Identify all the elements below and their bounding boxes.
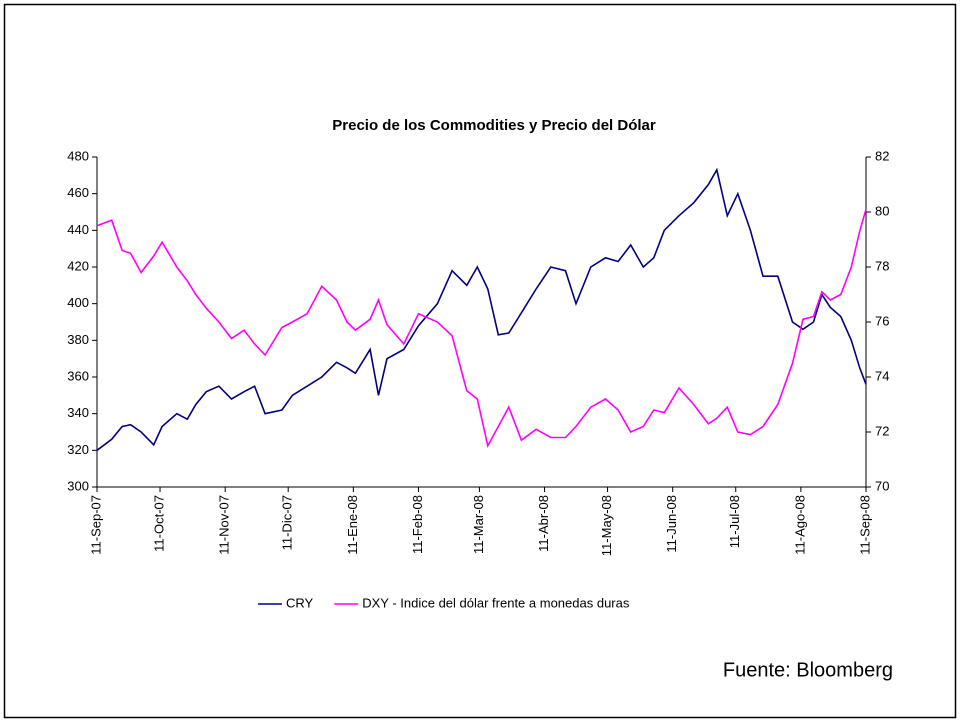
x-tick-label: 11-Jul-08 [727,495,742,548]
y2-tick-label: 82 [875,148,889,163]
legend-label: DXY - Indice del dólar frente a monedas … [362,595,630,610]
frame [3,3,957,719]
x-tick-label: 11-Ene-08 [345,495,360,555]
x-tick-label: 11-Oct-07 [151,495,166,552]
y-tick-label: 320 [67,442,89,457]
y2-tick-label: 76 [875,313,889,328]
y-tick-label: 300 [67,478,89,493]
y2-tick-label: 74 [875,368,889,383]
chart-title: Precio de los Commodities y Precio del D… [332,117,656,134]
x-tick-label: 11-Nov-07 [217,495,232,555]
x-tick-label: 11-Abr-08 [536,495,551,552]
y-tick-label: 400 [67,295,89,310]
y2-tick-label: 72 [875,423,889,438]
y2-tick-label: 70 [875,478,889,493]
series-line [96,167,867,451]
y-tick-label: 480 [67,148,89,163]
y2-tick-label: 80 [875,203,889,218]
x-tick-label: 11-Mar-08 [471,495,486,554]
legend-label: CRY [286,595,314,610]
x-tick-label: 11-Ago-08 [792,495,807,555]
series-line [96,209,867,449]
source-note: Fuente: Bloomberg [723,659,893,681]
y2-tick-label: 78 [875,258,889,273]
y-tick-label: 440 [67,222,89,237]
x-tick-label: 11-Feb-08 [410,495,425,554]
y-tick-label: 380 [67,332,89,347]
y-tick-label: 360 [67,368,89,383]
x-tick-label: 11-Sep-08 [857,495,872,555]
y-tick-label: 420 [67,258,89,273]
x-tick-label: 11-Jun-08 [664,495,679,553]
x-tick-label: 11-Dic-07 [280,495,295,550]
y-tick-label: 340 [67,405,89,420]
x-tick-label: 11-Sep-07 [88,495,103,555]
y-tick-label: 460 [67,185,89,200]
x-tick-label: 11-May-08 [599,495,614,556]
